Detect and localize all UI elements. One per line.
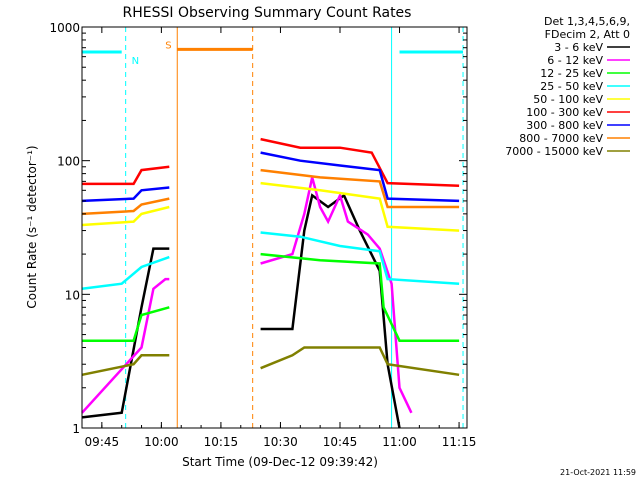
series-line-5-segment-1 xyxy=(260,137,460,187)
plot-frame xyxy=(81,26,468,429)
legend-label-2: 12 - 25 keV xyxy=(540,67,603,80)
legend-label-6: 300 - 800 keV xyxy=(526,119,603,132)
legend-header-2: FDecim 2, Att 0 xyxy=(545,28,630,41)
series-line-8-segment-1 xyxy=(260,346,460,377)
y-tick-label-1: 10 xyxy=(65,288,80,302)
series-line-3-segment-1 xyxy=(260,231,460,285)
y-tick-label-0: 1 xyxy=(72,422,80,436)
series-line-0-segment-1 xyxy=(260,193,401,429)
series-line-8-segment-0 xyxy=(81,354,170,377)
x-axis-label: Start Time (09-Dec-12 09:39:42) xyxy=(182,455,378,469)
series-line-3-segment-0 xyxy=(81,255,170,291)
x-tick-label-1: 10:00 xyxy=(144,435,179,449)
series-line-6-segment-0 xyxy=(81,186,170,203)
series-line-4-segment-0 xyxy=(81,205,170,227)
x-tick-label-6: 11:15 xyxy=(442,435,477,449)
chart-title: RHESSI Observing Summary Count Rates xyxy=(123,5,412,21)
legend-label-1: 6 - 12 keV xyxy=(547,54,603,67)
annotation-label-N: N xyxy=(132,56,139,67)
legend-header-1: Det 1,3,4,5,6,9, xyxy=(544,15,630,28)
legend-label-3: 25 - 50 keV xyxy=(540,80,603,93)
x-tick-label-2: 10:15 xyxy=(204,435,239,449)
legend-label-5: 100 - 300 keV xyxy=(526,106,603,119)
y-axis-label: Count Rate (s⁻¹ detector⁻¹) xyxy=(25,145,39,308)
legend-label-0: 3 - 6 keV xyxy=(554,41,603,54)
series-line-1-segment-0 xyxy=(81,277,170,414)
y-tick-label-2: 100 xyxy=(57,155,80,169)
legend-label-8: 7000 - 15000 keV xyxy=(505,145,603,158)
x-tick-label-0: 09:45 xyxy=(85,435,120,449)
y-tick-label-3: 1000 xyxy=(49,21,80,35)
x-tick-label-5: 11:00 xyxy=(382,435,417,449)
series-line-2-segment-0 xyxy=(82,306,170,342)
series-line-2-segment-1 xyxy=(260,252,460,342)
series-line-6-segment-1 xyxy=(260,151,460,203)
series-line-4-segment-1 xyxy=(260,181,460,232)
annotation-label-S: S xyxy=(165,40,171,51)
series-line-1-segment-1 xyxy=(260,177,413,414)
legend-label-7: 800 - 7000 keV xyxy=(519,132,603,145)
series-line-7-segment-0 xyxy=(81,197,170,216)
series-line-5-segment-0 xyxy=(82,165,170,186)
footer-timestamp: 21-Oct-2021 11:59 xyxy=(560,468,636,477)
x-tick-label-3: 10:30 xyxy=(263,435,298,449)
x-tick-label-4: 10:45 xyxy=(323,435,358,449)
series-line-0-segment-0 xyxy=(81,247,170,419)
series-line-7-segment-1 xyxy=(260,168,460,209)
legend-label-4: 50 - 100 keV xyxy=(533,93,603,106)
